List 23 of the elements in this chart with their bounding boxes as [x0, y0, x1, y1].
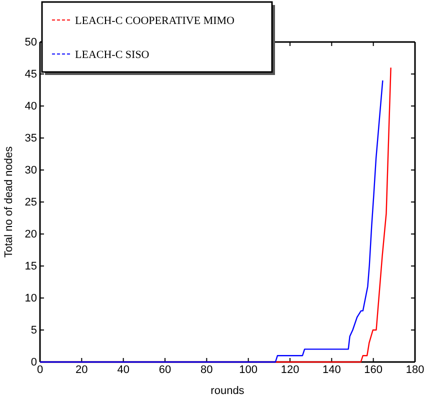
legend-label: LEACH-C SISO [75, 49, 150, 61]
legend-label: LEACH-C COOPERATIVE MIMO [75, 15, 235, 27]
x-tick-label: 140 [322, 364, 341, 376]
x-tick-label: 160 [364, 364, 383, 376]
y-tick-label: 20 [24, 228, 37, 241]
x-tick-label: 80 [200, 364, 213, 376]
y-tick-label: 15 [24, 260, 37, 273]
y-tick-label: 45 [24, 68, 37, 81]
x-tick-label: 100 [239, 364, 258, 376]
y-tick-label: 25 [24, 196, 37, 209]
y-tick-label: 10 [24, 292, 37, 305]
y-tick-label: 35 [24, 132, 37, 145]
x-tick-label: 60 [158, 364, 172, 376]
x-axis-title: rounds [210, 385, 245, 396]
y-tick-label: 5 [30, 324, 37, 337]
x-tick-label: 180 [406, 364, 424, 376]
x-tick-label: 120 [280, 364, 300, 376]
x-tick-label: 20 [76, 364, 88, 376]
y-tick-label: 30 [24, 164, 37, 177]
y-tick-label: 40 [24, 100, 37, 113]
y-tick-label: 50 [24, 36, 37, 49]
y-axis-title: Total no of dead nodes [3, 146, 15, 258]
x-tick-label: 40 [117, 364, 130, 376]
